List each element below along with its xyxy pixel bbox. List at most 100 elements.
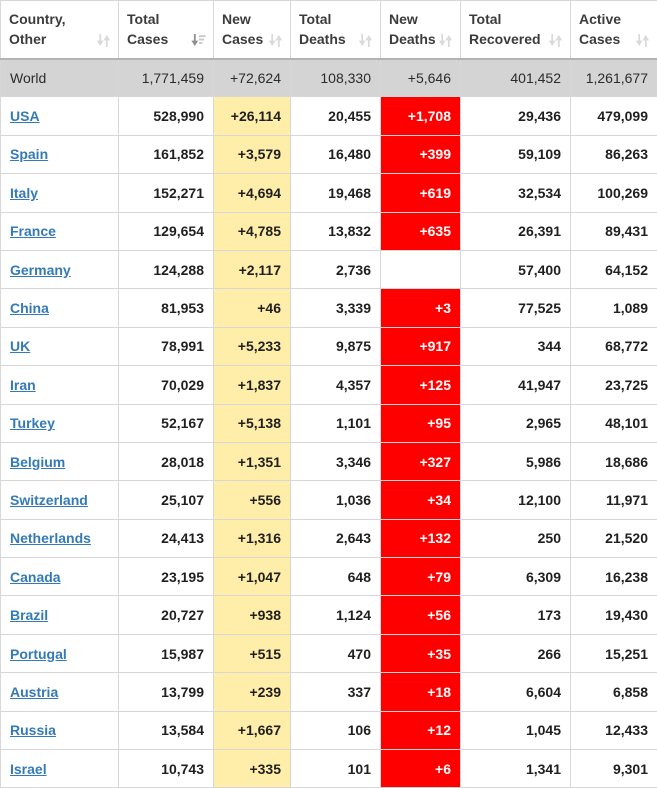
active-cases-cell: 15,251	[570, 633, 657, 674]
country-link[interactable]: Austria	[10, 683, 59, 700]
country-link[interactable]: Turkey	[10, 415, 55, 432]
country-link[interactable]: USA	[10, 108, 40, 125]
total-cases-cell: 70,029	[118, 365, 214, 405]
total-deaths-cell: 19,468	[290, 173, 381, 213]
country-cell: Belgium	[0, 441, 119, 482]
new-cases-cell: +239	[213, 672, 291, 712]
total-cases-cell: 78,991	[118, 326, 214, 367]
active-cases-cell: 16,238	[570, 557, 657, 597]
total-recovered-cell: 173	[460, 595, 571, 635]
column-header-new_deaths[interactable]: New Deaths	[380, 0, 461, 60]
header-label-line2: Cases	[222, 31, 264, 47]
country-cell: China	[0, 288, 119, 328]
table-row: Israel 10,743 +335 101 +6 1,341 9,301	[0, 749, 657, 788]
column-header-total_deaths[interactable]: Total Deaths	[290, 0, 381, 60]
total-deaths-cell: 1,101	[290, 403, 381, 443]
table-row: Germany 124,288 +2,117 2,736 57,400 64,152	[0, 249, 657, 290]
country-cell: Netherlands	[0, 518, 119, 559]
total-recovered-cell: 266	[460, 633, 571, 674]
new-cases-cell: +515	[213, 633, 291, 674]
active-cases-cell: 100,269	[570, 173, 657, 213]
header-label-line1: Total	[469, 11, 502, 27]
country-cell: Israel	[0, 749, 119, 788]
total-recovered-cell: 26,391	[460, 211, 571, 251]
country-link[interactable]: Portugal	[10, 645, 67, 662]
total-recovered-cell: 344	[460, 326, 571, 367]
country-link[interactable]: China	[10, 300, 49, 317]
total-recovered-cell: 6,604	[460, 672, 571, 712]
active-cases-cell: 19,430	[570, 595, 657, 635]
active-cases-cell: 1,261,677	[570, 57, 657, 98]
country-link[interactable]: UK	[10, 338, 31, 355]
total-deaths-cell: 2,643	[290, 518, 381, 559]
column-header-new_cases[interactable]: New Cases	[213, 0, 291, 60]
header-row: Country, Other Total Cases New Cases Total Deat…	[0, 0, 657, 60]
total-deaths-cell: 3,346	[290, 441, 381, 482]
new-cases-cell: +556	[213, 480, 291, 520]
new-cases-cell: +1,351	[213, 441, 291, 482]
new-cases-cell: +3,579	[213, 134, 291, 175]
country-cell: UK	[0, 326, 119, 367]
country-link[interactable]: Netherlands	[10, 530, 91, 547]
header-label-line2: Cases	[579, 31, 621, 47]
new-cases-cell: +72,624	[213, 57, 291, 98]
country-cell: Russia	[0, 710, 119, 751]
new-deaths-cell: +917	[380, 326, 461, 367]
active-cases-cell: 68,772	[570, 326, 657, 367]
country-cell: Austria	[0, 672, 119, 712]
country-link[interactable]: Italy	[10, 184, 39, 201]
table-row: France 129,654 +4,785 13,832 +635 26,391 89,43…	[0, 211, 657, 251]
total-recovered-cell: 2,965	[460, 403, 571, 443]
active-cases-cell: 21,520	[570, 518, 657, 559]
column-header-total_cases[interactable]: Total Cases	[118, 0, 214, 60]
country-link[interactable]: Iran	[10, 376, 36, 393]
total-recovered-cell: 5,986	[460, 441, 571, 482]
country-link[interactable]: Switzerland	[10, 491, 88, 508]
table-row: Austria 13,799 +239 337 +18 6,604 6,858	[0, 672, 657, 712]
country-link[interactable]: Germany	[10, 261, 71, 278]
country-link[interactable]: Canada	[10, 568, 61, 585]
new-deaths-cell: +12	[380, 710, 461, 751]
country-cell: Switzerland	[0, 480, 119, 520]
total-deaths-cell: 3,339	[290, 288, 381, 328]
column-header-active_cases[interactable]: Active Cases	[570, 0, 657, 60]
column-header-country[interactable]: Country, Other	[0, 0, 119, 60]
new-deaths-cell: +132	[380, 518, 461, 559]
new-deaths-cell: +95	[380, 403, 461, 443]
country-link[interactable]: Spain	[10, 146, 49, 163]
country-cell: Iran	[0, 365, 119, 405]
column-header-total_recovered[interactable]: Total Recovered	[460, 0, 571, 60]
table-row: USA 528,990 +26,114 20,455 +1,708 29,436 479,0…	[0, 96, 657, 136]
new-deaths-cell: +327	[380, 441, 461, 482]
new-deaths-cell: +3	[380, 288, 461, 328]
country-cell: Italy	[0, 173, 119, 213]
new-deaths-cell: +79	[380, 557, 461, 597]
total-deaths-cell: 16,480	[290, 134, 381, 175]
active-cases-cell: 11,971	[570, 480, 657, 520]
total-deaths-cell: 9,875	[290, 326, 381, 367]
country-link[interactable]: Russia	[10, 722, 56, 739]
country-cell: Portugal	[0, 633, 119, 674]
country-link[interactable]: Israel	[10, 760, 47, 777]
new-cases-cell: +335	[213, 749, 291, 788]
new-cases-cell: +4,785	[213, 211, 291, 251]
country-link[interactable]: Belgium	[10, 453, 66, 470]
table-row: Canada 23,195 +1,047 648 +79 6,309 16,238	[0, 557, 657, 597]
new-deaths-cell: +56	[380, 595, 461, 635]
total-cases-cell: 24,413	[118, 518, 214, 559]
new-deaths-cell: +5,646	[380, 57, 461, 98]
new-cases-cell: +938	[213, 595, 291, 635]
active-cases-cell: 9,301	[570, 749, 657, 788]
new-deaths-cell: +399	[380, 134, 461, 175]
header-label-line1: New	[222, 11, 251, 27]
new-cases-cell: +1,316	[213, 518, 291, 559]
country-link[interactable]: Brazil	[10, 607, 49, 624]
total-cases-cell: 23,195	[118, 557, 214, 597]
total-cases-cell: 129,654	[118, 211, 214, 251]
new-cases-cell: +5,233	[213, 326, 291, 367]
header-label-line2: Deaths	[299, 31, 346, 47]
country-link[interactable]: France	[10, 223, 56, 240]
new-cases-cell: +1,047	[213, 557, 291, 597]
active-cases-cell: 12,433	[570, 710, 657, 751]
